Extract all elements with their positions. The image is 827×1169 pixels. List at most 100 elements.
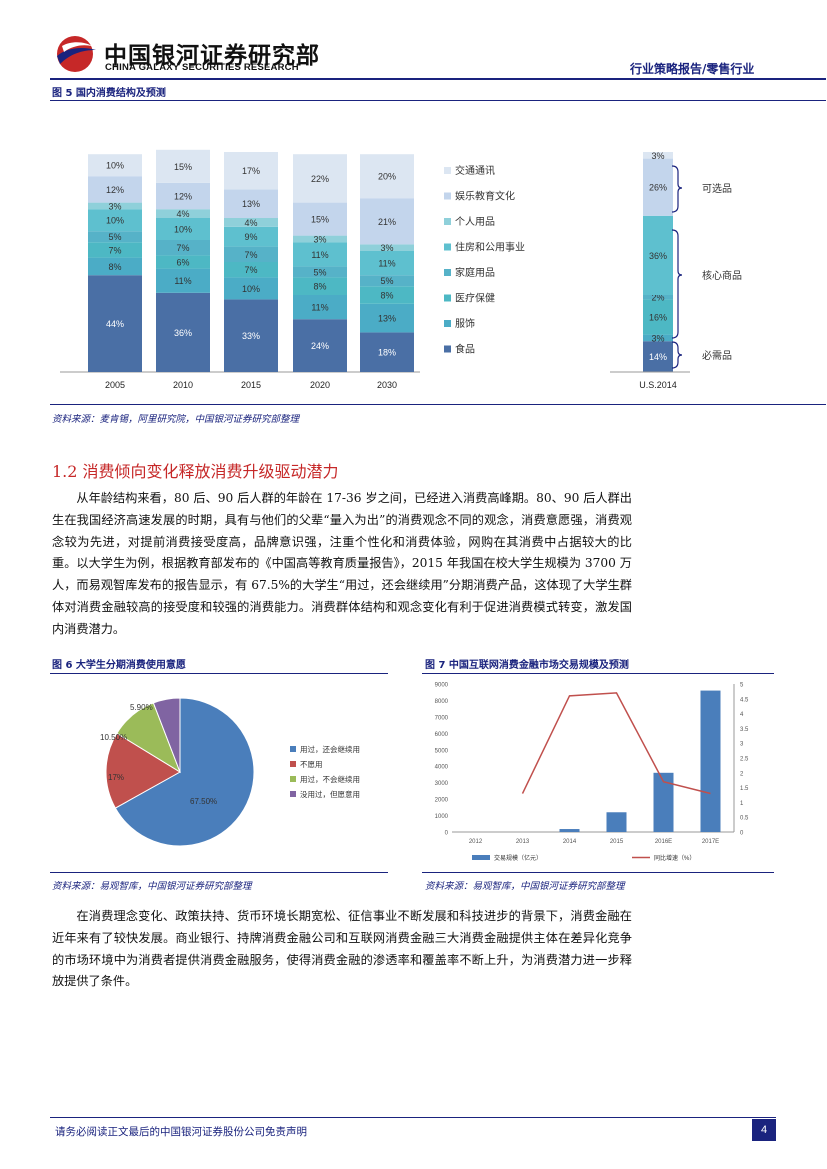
bar-2015-3 <box>224 246 278 262</box>
legend-swatch-7 <box>444 345 451 353</box>
us-bar-4 <box>643 215 673 295</box>
y-right-tick-10: 5 <box>740 683 744 689</box>
logo-chinese: 中国银河证券研究部 <box>104 43 320 69</box>
group-brace-2 <box>671 341 683 369</box>
bar-label-2020-0: 24% <box>311 341 329 351</box>
y-right-tick-7: 3.5 <box>740 727 749 733</box>
legend-swatch-0 <box>444 167 451 174</box>
legend-line-label: 同比增速（%） <box>654 854 695 862</box>
bar-label-2020-7: 22% <box>311 174 329 184</box>
figure6-title-rule <box>50 673 388 674</box>
bar-label-2015-1: 10% <box>242 284 260 294</box>
pie-slice-0 <box>114 697 255 847</box>
bar-2020-3 <box>293 266 347 278</box>
us-bar-label-5: 26% <box>649 183 667 193</box>
student-installment-pie-chart: 67.50% 17% 10.50% 5.90% 用过，还会继续用不愿用用过，不会继续用没… <box>100 697 360 847</box>
bar-2010-2 <box>156 255 210 269</box>
bar-2010-6 <box>156 182 210 210</box>
bar-label-2010-4: 10% <box>174 225 192 235</box>
bar-2016E <box>653 772 674 832</box>
x-tick-label-2030: 2030 <box>377 380 397 390</box>
paragraph-2: 在消费理念变化、政策扶持、货币环境长期宽松、征信事业不断发展和科技进步的背景下，… <box>52 906 632 993</box>
bar-label-2015-2: 7% <box>244 265 257 275</box>
bar-2030-5 <box>360 244 414 251</box>
bar-2030-7 <box>360 154 414 199</box>
group-label-0: 可选品 <box>702 182 732 195</box>
us-bar-label-1: 3% <box>651 333 664 343</box>
x-tick-label-2020: 2020 <box>310 380 330 390</box>
bar-label-2015-3: 7% <box>244 250 257 260</box>
y-right-tick-1: 0.5 <box>740 816 749 822</box>
us-bar-label-4: 36% <box>649 251 667 261</box>
report-type: 行业策略报告/零售行业 <box>630 62 755 76</box>
legend-label-6: 服饰 <box>455 317 475 330</box>
bar-label-2005-0: 44% <box>106 319 124 329</box>
bar-2010-7 <box>156 149 210 183</box>
bar-2010-4 <box>156 218 210 240</box>
paragraph-2-text: 在消费理念变化、政策扶持、货币环境长期宽松、征信事业不断发展和科技进步的背景下，… <box>52 909 632 989</box>
pie-legend-swatch-1 <box>290 761 296 767</box>
group-label-2: 必需品 <box>702 349 732 362</box>
pie-slice-1 <box>105 732 181 809</box>
y-left-tick-6: 6000 <box>435 732 449 738</box>
y-right-tick-3: 1.5 <box>740 786 749 792</box>
bar-2005-6 <box>88 176 142 203</box>
bar-2030-4 <box>360 251 414 276</box>
growth-line <box>521 692 711 795</box>
bar-label-2020-2: 8% <box>313 282 326 292</box>
bar-2005-4 <box>88 209 142 232</box>
x-tick-label-2015: 2015 <box>241 380 261 390</box>
bar-label-2020-6: 15% <box>311 215 329 225</box>
bar-label-2030-1: 13% <box>378 314 396 324</box>
bar-label-2005-6: 12% <box>106 185 124 195</box>
pie-legend-label-1: 不愿用 <box>300 760 323 769</box>
y-left-tick-3: 3000 <box>435 781 449 787</box>
galaxy-logo-icon <box>57 36 96 72</box>
bar-label-2030-6: 21% <box>378 217 396 227</box>
y-left-tick-8: 8000 <box>435 699 449 705</box>
bar-2020-7 <box>293 154 347 203</box>
bar-label-2030-0: 18% <box>378 348 396 358</box>
pie-label-0: 67.50% <box>190 797 217 806</box>
bar-label-2015-6: 13% <box>242 199 260 209</box>
y-right-tick-5: 2.5 <box>740 757 749 763</box>
legend-swatch-4 <box>444 269 451 276</box>
bar-2020-1 <box>293 295 347 320</box>
consumption-structure-chart: 44% 8% 7% 5% 10% 3% 12% 10% 2005 36% 11% 6% 7% 10% 4% 1… <box>60 149 742 390</box>
figure7-bottom-rule <box>422 872 774 873</box>
bar-label-2010-7: 15% <box>174 162 192 172</box>
us-bar-6 <box>643 152 673 159</box>
y-right-tick-4: 2 <box>740 771 744 777</box>
bar-2010-0 <box>156 292 210 372</box>
bar-2020-0 <box>293 319 347 372</box>
legend-swatch-2 <box>444 218 451 225</box>
legend-label-2: 个人用品 <box>455 216 495 228</box>
bar-label-2005-3: 5% <box>108 232 121 242</box>
us-bar-0 <box>643 341 673 372</box>
us-bar-label-3: 2% <box>651 293 664 303</box>
y-right-tick-9: 4.5 <box>740 697 749 703</box>
y-right-tick-8: 4 <box>740 712 744 718</box>
y-right-tick-6: 3 <box>740 742 744 748</box>
figure7-title-rule <box>422 673 774 674</box>
legend-label-5: 医疗保健 <box>455 292 495 305</box>
figure5-bottom-rule <box>50 404 826 405</box>
legend-label-7: 食品 <box>455 343 475 356</box>
us-bar-2 <box>643 299 673 335</box>
bar-2015-6 <box>224 189 278 218</box>
y-left-tick-4: 4000 <box>435 765 449 771</box>
bar-2010-1 <box>156 268 210 293</box>
pie-legend-label-2: 用过，不会继续用 <box>300 774 360 784</box>
pie-slice-3 <box>152 697 181 773</box>
figure5-title: 图 5 国内消费结构及预测 <box>52 88 166 99</box>
bar-label-2015-0: 33% <box>242 331 260 341</box>
figure5-title-rule <box>50 100 826 101</box>
figure7-title: 图 7 中国互联网消费金融市场交易规模及预测 <box>425 660 629 671</box>
y-left-tick-0: 0 <box>445 831 449 837</box>
bar-2020-5 <box>293 235 347 243</box>
legend-label-0: 交通通讯 <box>455 164 495 177</box>
bar-label-2020-3: 5% <box>313 267 326 277</box>
bar-2015-5 <box>224 218 278 227</box>
figure5-source: 资料来源：麦肯锡，阿里研究院，中国银河证券研究部整理 <box>52 414 300 425</box>
bar-label-2010-2: 6% <box>176 258 189 268</box>
